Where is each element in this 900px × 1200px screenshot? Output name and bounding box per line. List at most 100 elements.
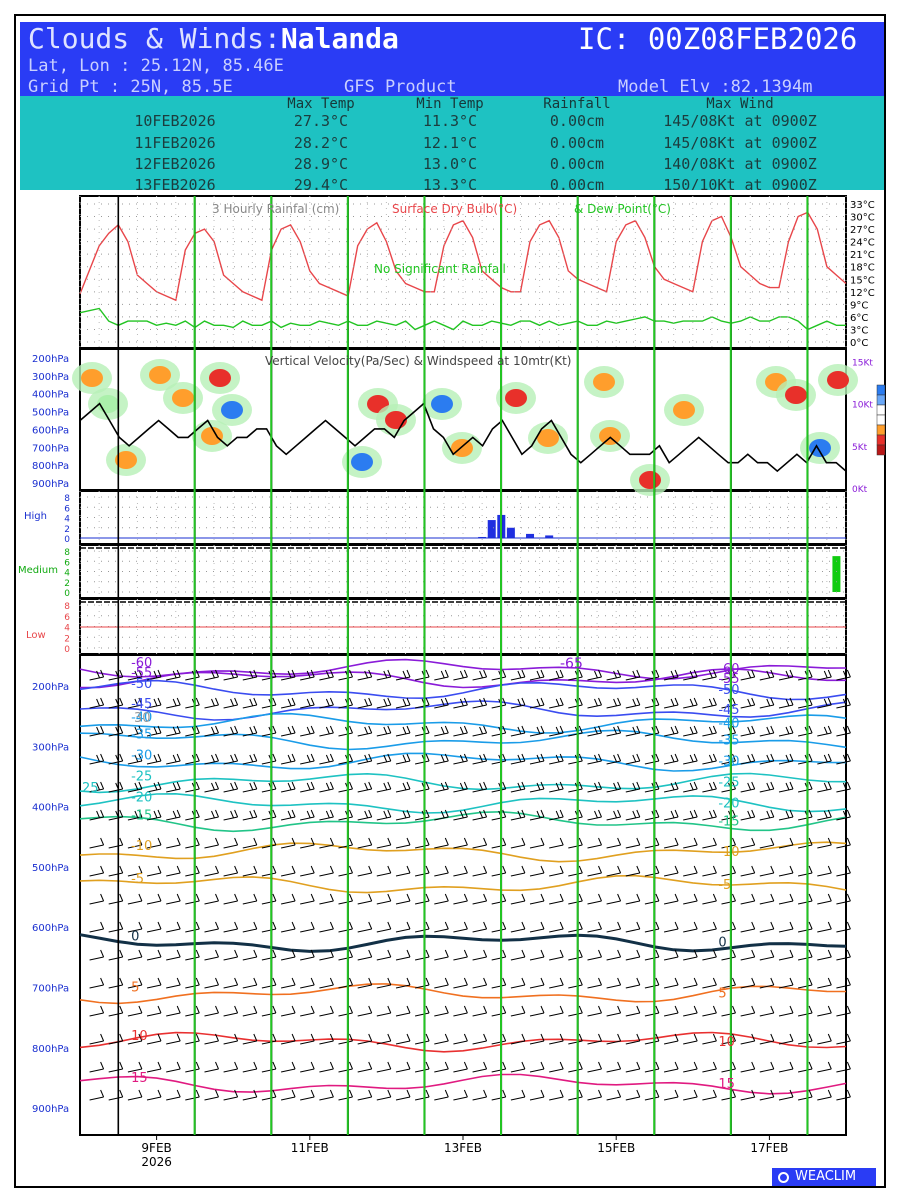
wind-barb	[529, 1005, 545, 1017]
wind-barb-staff	[740, 956, 755, 961]
wind-barb	[146, 837, 162, 849]
wind-barb-flag	[406, 809, 411, 818]
wind-barb	[146, 977, 162, 989]
wind-barb-staff	[740, 760, 755, 765]
wind-barb	[549, 1005, 564, 1017]
wind-barb-staff	[453, 928, 468, 933]
wind-barb	[127, 1089, 143, 1101]
wind-barb	[663, 697, 679, 709]
wind-barb-flag	[444, 1005, 449, 1014]
wind-barb-flag	[559, 809, 564, 818]
wind-barb-flag	[463, 753, 468, 762]
wind-barb-staff	[338, 1068, 353, 1073]
wind-barb-flag	[770, 1061, 775, 1070]
wind-barb-staff	[395, 900, 411, 905]
wind-barb-flag	[674, 1061, 679, 1070]
wind-barb	[683, 781, 698, 793]
wind-barb	[549, 1089, 564, 1101]
cloud-tick-label: 2	[64, 579, 70, 589]
vv-pressure-tick: 300hPa	[32, 372, 69, 383]
wind-barb-flag	[693, 921, 698, 930]
wind-barb-staff	[510, 984, 526, 989]
wind-barb-flag	[444, 725, 449, 734]
wind-barb-flag	[444, 697, 449, 706]
wind-barb-flag	[368, 697, 373, 706]
wind-barb-flag	[329, 1061, 334, 1070]
wind-barb-staff	[146, 1068, 162, 1073]
wind-barb-staff	[759, 984, 774, 989]
wind-barb-flag	[578, 893, 583, 902]
wind-barb-flag	[598, 781, 602, 790]
wind-barb	[338, 865, 353, 877]
wind-barb-staff	[108, 844, 123, 849]
wind-barb-staff	[146, 956, 162, 961]
wind-barb	[146, 893, 162, 905]
wind-barb	[395, 921, 411, 933]
wind-barb-staff	[606, 1040, 621, 1045]
wind-barb-flag	[253, 809, 258, 818]
wind-barb-flag	[827, 697, 832, 706]
wind-barb-flag	[440, 698, 445, 707]
wind-barb	[280, 977, 296, 989]
wind-barb-flag	[425, 809, 430, 818]
wind-barb-staff	[721, 928, 736, 933]
wind-barb-staff	[625, 1096, 640, 1101]
wind-barb-flag	[846, 781, 851, 790]
wind-barb-flag	[674, 1005, 679, 1014]
vv-color-blob	[115, 451, 137, 469]
wind-barb-flag	[540, 1005, 545, 1014]
column-header-max-temp: Max Temp	[287, 96, 355, 112]
wind-barb-staff	[644, 1068, 660, 1073]
wind-barb-staff	[836, 1040, 851, 1045]
wind-barb-staff	[376, 872, 391, 877]
wind-barb	[817, 893, 832, 905]
wind-barb-flag	[655, 669, 660, 678]
wind-barb-flag	[693, 753, 698, 762]
isotherm-label: -35	[131, 727, 152, 742]
wind-barb	[625, 893, 641, 905]
wind-barb	[204, 1089, 219, 1101]
wind-barb-flag	[272, 781, 277, 790]
row-min-temp: 12.1°C	[422, 134, 478, 152]
wind-barb-flag	[195, 837, 200, 846]
wind-barb-staff	[778, 900, 794, 905]
cloud-bar	[526, 533, 535, 538]
row-date: 13FEB2026	[134, 176, 216, 190]
wind-barb-flag	[463, 725, 468, 734]
wind-barb-staff	[797, 928, 813, 933]
wind-barb	[759, 781, 775, 793]
wind-barb-flag	[770, 1005, 775, 1014]
wind-barb-flag	[291, 669, 296, 678]
wind-barb-flag	[138, 949, 143, 958]
wind-barb	[759, 1061, 775, 1073]
wind-barb-flag	[517, 782, 522, 791]
wind-barb	[223, 921, 239, 933]
wind-barb-flag	[502, 949, 507, 958]
wind-barb	[568, 1089, 583, 1101]
wind-barb	[740, 669, 756, 681]
wind-barb-flag	[842, 810, 847, 819]
row-max-temp: 27.3°C	[293, 112, 349, 130]
cloud-medium-label: Medium	[18, 565, 58, 576]
wind-barb-flag	[578, 921, 583, 930]
wind-barb-flag	[789, 753, 794, 762]
vv-color-blob	[431, 395, 453, 413]
wind-barb	[663, 949, 679, 961]
wind-barb-staff	[242, 704, 257, 709]
wind-barb	[89, 949, 105, 961]
wind-barb-staff	[702, 704, 717, 709]
wind-barb-flag	[674, 977, 679, 986]
wind-barb-staff	[204, 1068, 219, 1073]
wind-barb-staff	[836, 816, 851, 821]
wind-barb-staff	[644, 1012, 660, 1017]
wind-barb-staff	[491, 676, 506, 681]
wind-barb-flag	[578, 781, 583, 790]
wind-barb-staff	[721, 1040, 736, 1045]
wind-barb-flag	[559, 753, 564, 762]
wind-barb-staff	[702, 760, 717, 765]
wind-barb-staff	[606, 956, 621, 961]
wind-barb-flag	[732, 1089, 736, 1098]
wind-barb	[817, 697, 832, 709]
logo-circle-icon	[778, 1172, 789, 1183]
wind-barb	[759, 949, 775, 961]
